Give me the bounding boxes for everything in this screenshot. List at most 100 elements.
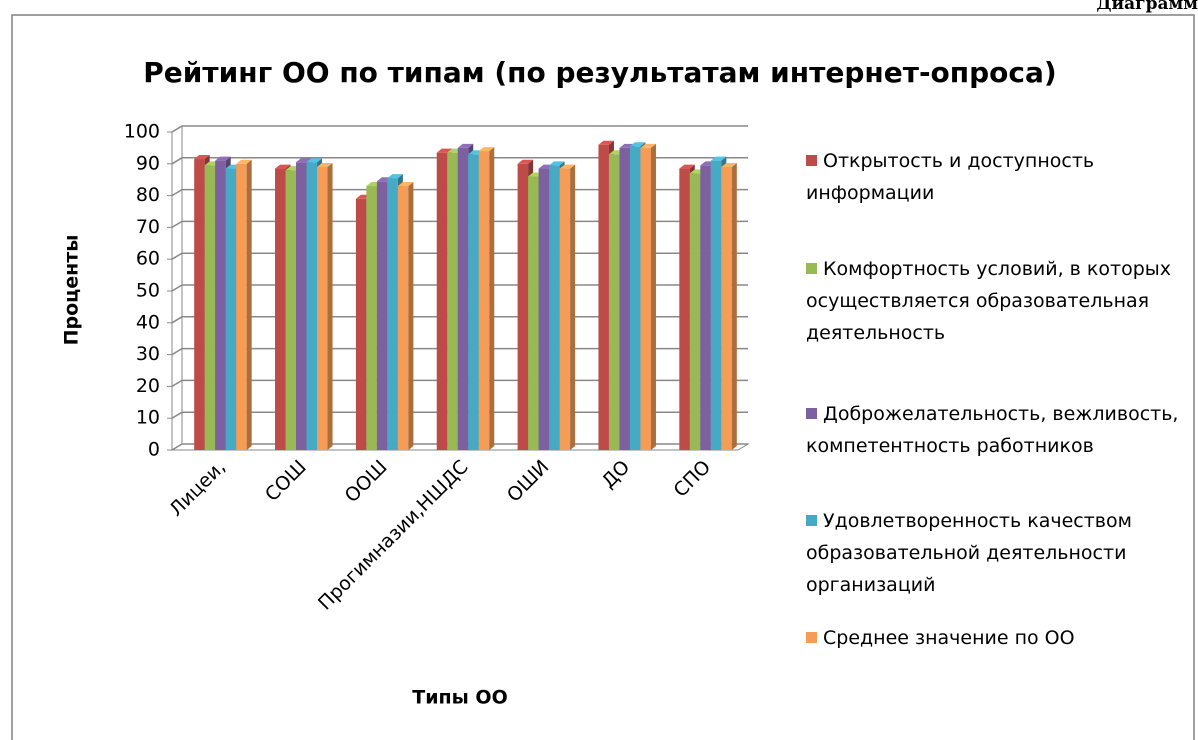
- bar-side: [731, 162, 737, 451]
- legend-swatch: [806, 263, 817, 274]
- x-tick-label: СОШ: [261, 456, 311, 506]
- bar-front: [296, 162, 307, 450]
- bar-top: [629, 142, 646, 147]
- bar-top: [640, 143, 656, 148]
- legend-item: Удовлетворенность качеством образователь…: [806, 505, 1181, 601]
- bar-front: [710, 160, 722, 450]
- bar-top: [194, 155, 210, 160]
- bar-front: [215, 160, 226, 450]
- legend-swatch: [806, 515, 817, 526]
- bar-side: [570, 164, 576, 450]
- legend-item: Среднее значение по ОО: [806, 622, 1181, 654]
- y-tick-label: 80: [136, 184, 160, 206]
- grid-line: [171, 157, 748, 165]
- bar-front: [306, 162, 318, 450]
- bar-front: [640, 147, 651, 450]
- bar-front: [236, 163, 247, 451]
- legend-item: Комфортность условий, в которых осуществ…: [806, 253, 1181, 349]
- bar-front: [598, 144, 609, 450]
- x-tick-label: СПО: [669, 456, 715, 502]
- y-tick-label: 100: [124, 121, 160, 143]
- bar-front: [679, 168, 690, 450]
- bar-top: [710, 156, 727, 161]
- x-axis-title: Типы ОО: [412, 687, 508, 709]
- bar-top: [436, 148, 453, 153]
- bar-front: [619, 147, 630, 450]
- chart-title: Рейтинг ОО по типам (по результатам инте…: [143, 56, 1056, 89]
- bar-top: [397, 182, 414, 187]
- bar-front: [317, 166, 328, 451]
- bar-top: [387, 174, 403, 179]
- y-tick-label: 10: [136, 407, 160, 429]
- x-tick-label: Прогимназии,НШДС: [314, 456, 473, 615]
- bar-front: [366, 186, 377, 450]
- bar: [559, 164, 576, 450]
- bar-top: [296, 158, 312, 163]
- bar: [397, 182, 414, 450]
- bar-front: [700, 165, 711, 450]
- legend-label: Комфортность условий, в которых осуществ…: [806, 258, 1172, 344]
- bar-front: [549, 165, 560, 450]
- bar-front: [721, 166, 732, 451]
- legend-label: Среднее значение по ОО: [823, 627, 1075, 649]
- legend-swatch: [806, 155, 817, 166]
- bar-front: [457, 147, 469, 450]
- legend-label: Доброжелательность, вежливость, компетен…: [806, 403, 1179, 457]
- chart-frame: [11, 14, 1195, 740]
- bar: [640, 143, 656, 450]
- legend-label: Открытость и доступность информации: [806, 150, 1095, 204]
- bar-top: [215, 156, 231, 161]
- legend-label: Удовлетворенность качеством образователь…: [806, 510, 1132, 596]
- bar-front: [468, 154, 479, 450]
- y-tick-label: 20: [136, 375, 160, 397]
- bar-front: [436, 152, 448, 451]
- bar-top: [679, 164, 695, 169]
- bar-top: [598, 140, 614, 145]
- bar-front: [194, 159, 205, 450]
- bar-front: [285, 170, 297, 450]
- bar-top: [549, 161, 565, 166]
- bar-side: [408, 182, 414, 450]
- bar-front: [225, 168, 237, 450]
- bar-front: [397, 186, 409, 450]
- y-tick-label: 90: [136, 152, 160, 174]
- bar: [478, 147, 495, 450]
- y-tick-label: 50: [136, 280, 160, 302]
- bar-front: [275, 168, 286, 450]
- y-axis-title: Проценты: [61, 235, 83, 346]
- bar-front: [538, 168, 550, 450]
- bar-top: [517, 159, 534, 164]
- bar-front: [387, 178, 398, 451]
- bar-top: [317, 162, 333, 167]
- legend-swatch: [806, 408, 817, 419]
- bar-front: [528, 176, 539, 450]
- x-tick-label: ООШ: [341, 456, 392, 507]
- legend-item: Открытость и доступность информации: [806, 145, 1181, 209]
- bar-top: [275, 164, 291, 169]
- bar-top: [478, 147, 495, 152]
- x-tick-label: ДО: [598, 456, 635, 493]
- bar-top: [236, 159, 252, 164]
- bar-front: [629, 146, 641, 450]
- page-header: Диаграмм: [1096, 0, 1198, 14]
- grid-line: [171, 125, 748, 133]
- y-tick-label: 30: [136, 343, 160, 365]
- bar-front: [559, 168, 571, 450]
- bar-front: [689, 173, 701, 450]
- y-tick-label: 70: [136, 216, 160, 238]
- bar-top: [559, 164, 576, 169]
- legend-item: Доброжелательность, вежливость, компетен…: [806, 398, 1181, 462]
- bar-side: [489, 147, 495, 450]
- bar-top: [306, 158, 323, 163]
- bar-front: [478, 151, 490, 450]
- bar-side: [650, 143, 656, 450]
- x-tick-label: Лицеи,: [165, 456, 230, 521]
- bar: [317, 162, 333, 451]
- bar: [721, 162, 737, 451]
- bar-side: [246, 159, 252, 451]
- bar-top: [721, 162, 737, 167]
- bar-front: [204, 165, 216, 450]
- bar-top: [457, 143, 474, 148]
